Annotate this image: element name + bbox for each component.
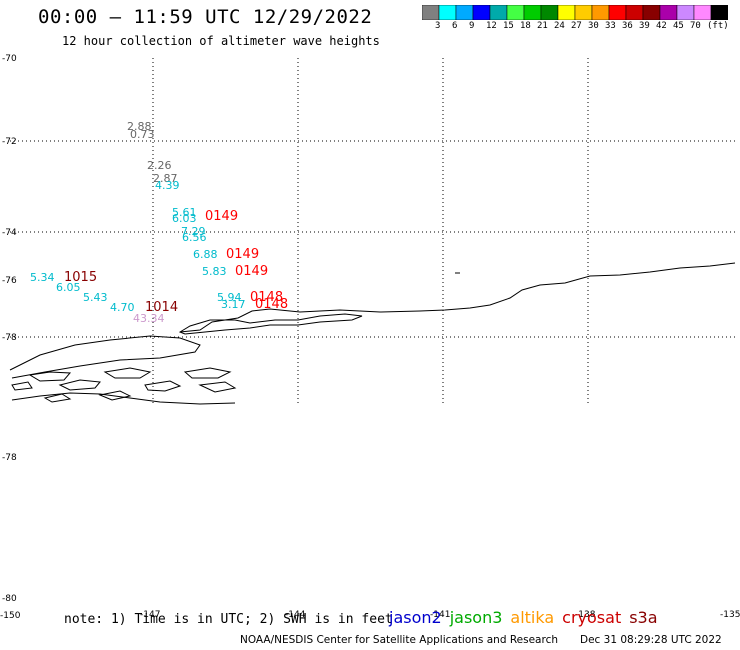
lon-label: -135 (720, 610, 740, 620)
units-note: note: 1) Time is in UTC; 2) SWH is in fe… (64, 612, 393, 627)
pass-time-label: 1014 (145, 300, 178, 315)
map-subtitle: 12 hour collection of altimeter wave hei… (62, 34, 380, 48)
swh-value: 43.34 (133, 312, 165, 325)
lat-label: -74 (2, 228, 17, 238)
colorbar-labels: 3 6 9 12 15 18 21 24 27 30 33 36 39 42 45 70 (ft) (422, 21, 740, 35)
satellite-legend: jason2 jason3 altika cryosat s3a (389, 608, 666, 627)
swh-value: 6.56 (182, 231, 207, 244)
colorbar-label: 36 (622, 21, 633, 31)
pass-labels: 0149 0149 0149 0148 0148 1015 1014 (64, 209, 288, 315)
swh-value: 6.05 (56, 281, 81, 294)
satellite-altika: altika (510, 608, 555, 627)
map-grid (10, 58, 735, 405)
swh-value: 2.26 (147, 159, 172, 172)
swh-value: 6.03 (172, 212, 197, 225)
colorbar-label: 33 (605, 21, 616, 31)
colorbar-swatch (710, 5, 728, 20)
pass-time-label: 0148 (250, 290, 283, 305)
colorbar-label: 18 (520, 21, 531, 31)
lon-label: -144 (285, 610, 306, 620)
lon-label: -141 (430, 610, 450, 620)
lon-label: -138 (575, 610, 596, 620)
map-title: 00:00 – 11:59 UTC 12/29/2022 (38, 6, 373, 28)
colorbar-label: 12 (486, 21, 497, 31)
swh-value: 5.43 (83, 291, 108, 304)
lat-label: -72 (2, 137, 17, 147)
timestamp: Dec 31 08:29:28 UTC 2022 (580, 634, 722, 646)
swh-value: 5.83 (202, 265, 227, 278)
pass-time-label: 0148 (255, 297, 288, 312)
swh-value: 2.88 (127, 120, 152, 133)
swh-value: 4.70 (110, 301, 135, 314)
lat-label: -80 (2, 594, 17, 604)
lon-label: -150 (0, 611, 21, 621)
lat-label: -78 (2, 333, 17, 343)
colorbar-label: 15 (503, 21, 514, 31)
swh-value: 6.88 (193, 248, 218, 261)
colorbar-label: 42 (656, 21, 667, 31)
pass-time-label: 1015 (64, 270, 97, 285)
wave-height-colorbar (422, 5, 728, 20)
colorbar-label: 27 (571, 21, 582, 31)
coastline (9, 262, 736, 405)
lat-label: -76 (2, 276, 17, 286)
colorbar-label: 9 (469, 21, 475, 31)
swh-value: 5.34 (30, 271, 55, 284)
swh-value: 5.94 (217, 291, 242, 304)
swh-value: 5.61 (172, 206, 197, 219)
swh-value: 7.29 (181, 225, 206, 238)
swh-value: 3.17 (221, 298, 246, 311)
lon-label: -147 (140, 610, 160, 620)
colorbar-label: 24 (554, 21, 565, 31)
satellite-jason3: jason3 (449, 608, 503, 627)
swh-value: 0.73 (130, 128, 155, 141)
satellite-s3a: s3a (629, 608, 658, 627)
colorbar-label: 6 (452, 21, 458, 31)
lat-label: -78 (2, 453, 17, 463)
colorbar-label: (ft) (707, 21, 729, 31)
colorbar-label: 3 (435, 21, 441, 31)
pass-time-label: 0149 (205, 209, 238, 224)
satellite-cryosat: cryosat (562, 608, 622, 627)
swh-value: 2.87 (153, 172, 178, 185)
pass-time-label: 0149 (226, 247, 259, 262)
colorbar-label: 45 (673, 21, 684, 31)
lat-label: -70 (2, 54, 17, 64)
credit-line: NOAA/NESDIS Center for Satellite Applica… (240, 634, 558, 646)
colorbar-label: 30 (588, 21, 599, 31)
colorbar-label: 39 (639, 21, 650, 31)
pass-time-label: 0149 (235, 264, 268, 279)
swh-observations: 2.88 0.73 2.26 2.87 4.39 5.61 6.03 7.29 … (30, 120, 246, 325)
colorbar-label: 70 (690, 21, 701, 31)
swh-value: 4.39 (155, 179, 180, 192)
colorbar-label: 21 (537, 21, 548, 31)
satellite-jason2: jason2 (389, 608, 442, 627)
